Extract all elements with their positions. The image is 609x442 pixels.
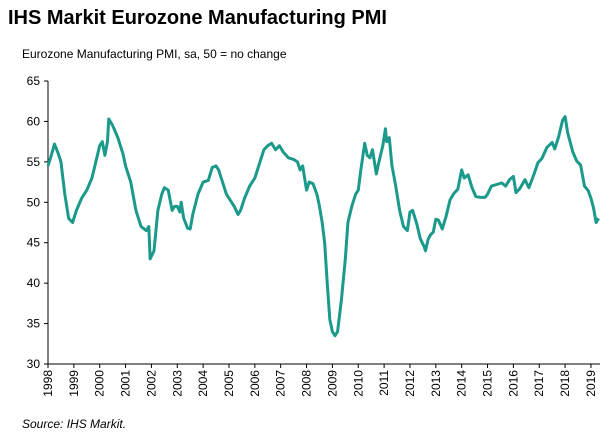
x-tick-label: 2019 bbox=[584, 370, 598, 397]
x-tick-label: 2002 bbox=[144, 370, 158, 397]
x-tick-label: 2013 bbox=[429, 370, 443, 397]
chart-title: IHS Markit Eurozone Manufacturing PMI bbox=[8, 7, 387, 29]
y-tick-label: 50 bbox=[27, 195, 41, 209]
y-tick-label: 65 bbox=[27, 74, 41, 88]
x-tick-label: 1999 bbox=[67, 370, 81, 397]
x-tick-label: 2000 bbox=[93, 370, 107, 397]
x-tick-label: 2004 bbox=[196, 370, 210, 397]
x-tick-label: 2006 bbox=[248, 370, 262, 397]
y-tick-label: 55 bbox=[27, 155, 41, 169]
x-tick-label: 2014 bbox=[455, 370, 469, 397]
y-tick-label: 35 bbox=[27, 317, 41, 331]
x-tick-label: 2007 bbox=[274, 370, 288, 397]
x-tick-label: 2003 bbox=[170, 370, 184, 397]
x-tick-label: 2001 bbox=[119, 370, 133, 397]
y-tick-label: 60 bbox=[27, 114, 41, 128]
x-tick-label: 2005 bbox=[222, 370, 236, 397]
x-tick-label: 1998 bbox=[41, 370, 55, 397]
source: Source: IHS Markit. bbox=[22, 417, 126, 431]
x-tick-label: 2008 bbox=[300, 370, 314, 397]
x-tick-label: 2016 bbox=[506, 370, 520, 397]
x-tick-label: 2018 bbox=[558, 370, 572, 397]
y-tick-label: 40 bbox=[27, 276, 41, 290]
chart-subtitle: Eurozone Manufacturing PMI, sa, 50 = no … bbox=[22, 47, 287, 61]
x-tick-label: 2011 bbox=[377, 370, 391, 396]
y-tick-label: 30 bbox=[27, 357, 41, 371]
x-tick-label: 2017 bbox=[532, 370, 546, 397]
data-line bbox=[46, 115, 600, 338]
x-tick-label: 2015 bbox=[481, 370, 495, 397]
y-tick-label: 45 bbox=[27, 236, 41, 250]
x-tick-label: 2009 bbox=[325, 370, 339, 397]
x-tick-label: 2010 bbox=[351, 370, 365, 397]
x-tick-label: 2012 bbox=[403, 370, 417, 397]
